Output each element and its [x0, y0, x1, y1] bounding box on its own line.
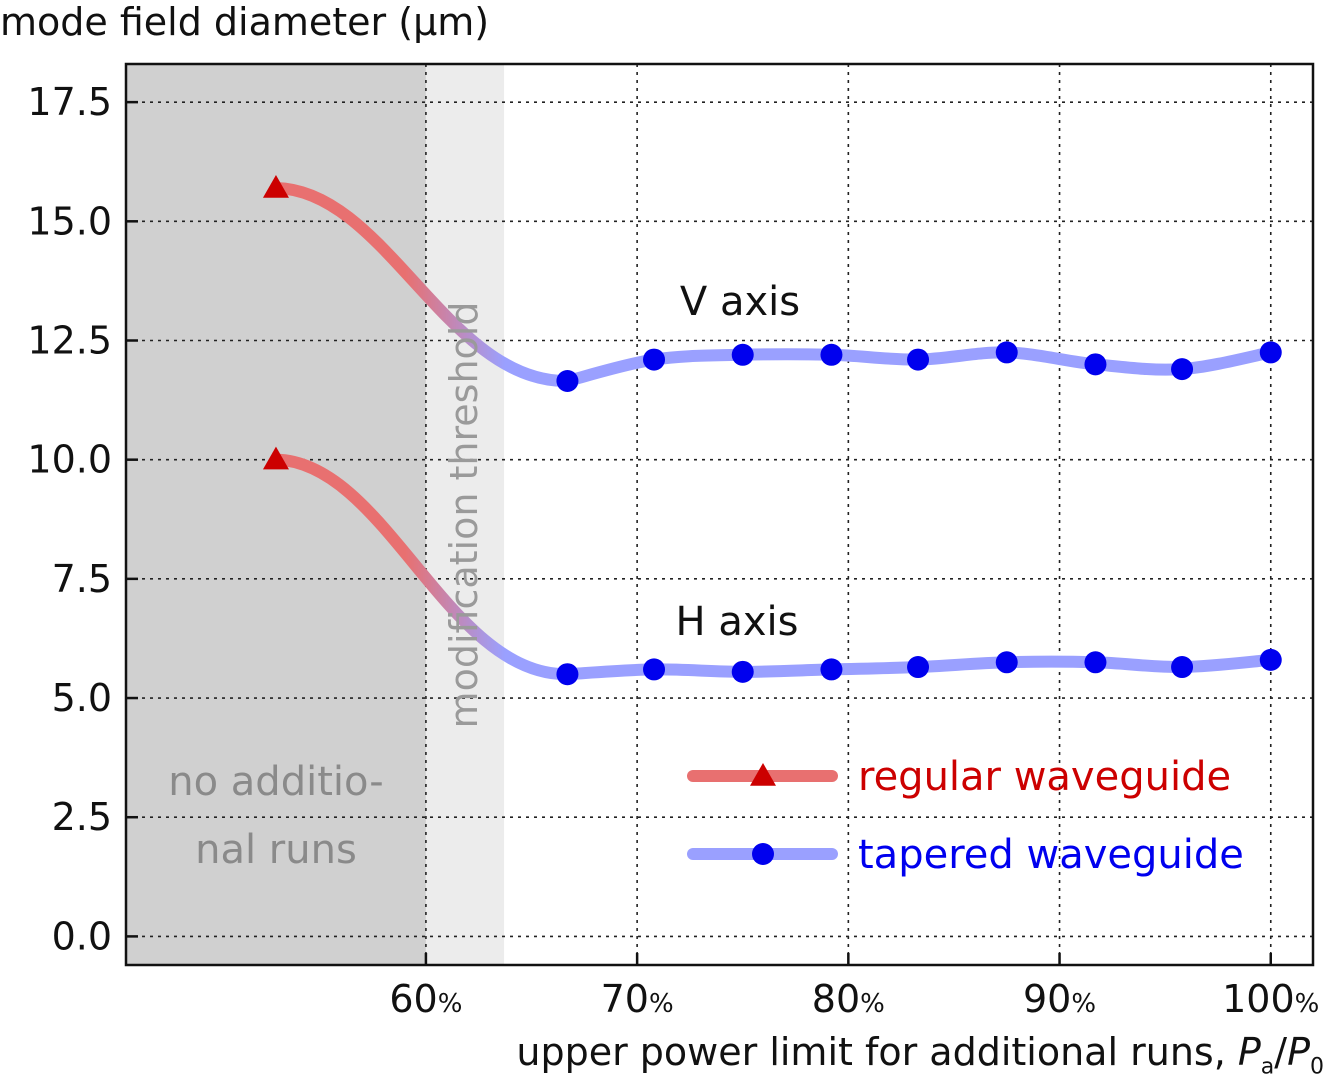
region-label-no-runs-0: no additio- [168, 759, 383, 805]
point-tapered-v-6 [1084, 353, 1107, 376]
x-tick-unit-1: % [649, 989, 674, 1019]
point-tapered-h-4 [907, 656, 930, 679]
point-tapered-h-1 [643, 658, 666, 681]
x-axis-slash: / [1274, 1030, 1288, 1074]
legend-label-0: regular waveguide [858, 754, 1231, 800]
region-threshold [425, 64, 505, 965]
y-tick-label-7: 17.5 [27, 80, 112, 124]
x-tick-label-0: 60% [389, 977, 462, 1021]
x-tick-unit-0: % [438, 989, 463, 1019]
connector-line-h [269, 453, 574, 681]
point-tapered-h-2 [731, 660, 754, 683]
x-axis-title: upper power limit for additional runs, P… [516, 1030, 1324, 1080]
y-tick-label-6: 15.0 [27, 199, 112, 243]
point-tapered-v-0 [556, 370, 579, 393]
point-tapered-h-0 [556, 663, 579, 686]
legend-label-1: tapered waveguide [858, 832, 1244, 878]
point-tapered-h-6 [1084, 651, 1107, 674]
point-tapered-h-8 [1259, 648, 1282, 671]
y-tick-label-4: 10.0 [27, 438, 112, 482]
x-tick-label-1: 70% [601, 977, 674, 1021]
legend-marker-0 [750, 763, 776, 786]
annotation-h-axis: H axis [676, 599, 799, 645]
connector-line-v [269, 181, 574, 388]
legend-marker-1 [752, 843, 774, 865]
x-axis-title-text: upper power limit for additional runs, [516, 1030, 1238, 1074]
point-tapered-v-4 [907, 348, 930, 371]
point-tapered-v-2 [731, 343, 754, 366]
x-tick-label-3: 90% [1023, 977, 1096, 1021]
region-label-no-runs-1: nal runs [195, 827, 357, 873]
point-regular-v [262, 174, 289, 198]
x-tick-unit-4: % [1295, 989, 1320, 1019]
point-tapered-h-7 [1171, 656, 1194, 679]
y-tick-label-0: 0.0 [52, 914, 112, 958]
y-tick-label-3: 7.5 [52, 557, 112, 601]
x-tick-unit-2: % [860, 989, 885, 1019]
annotation-v-axis: V axis [680, 279, 800, 325]
point-tapered-h-3 [820, 658, 843, 681]
point-tapered-v-8 [1259, 341, 1282, 364]
point-tapered-v-5 [995, 341, 1018, 364]
y-tick-label-2: 5.0 [52, 676, 112, 720]
x-axis-symbol-p-a: P [1237, 1030, 1261, 1074]
y-axis-title: mode field diameter (µm) [0, 0, 490, 44]
region-label-threshold: modification threshold [442, 302, 486, 729]
point-tapered-v-7 [1171, 358, 1194, 381]
point-tapered-v-3 [820, 343, 843, 366]
point-regular-h [262, 446, 289, 470]
point-tapered-h-5 [995, 651, 1018, 674]
y-tick-label-1: 2.5 [52, 795, 112, 839]
y-tick-label-5: 12.5 [27, 318, 112, 362]
point-tapered-v-1 [643, 348, 666, 371]
x-axis-symbol-p-0: P [1287, 1030, 1310, 1074]
x-axis-subscript-0: 0 [1310, 1054, 1324, 1080]
x-tick-unit-3: % [1071, 989, 1096, 1019]
x-axis-subscript-a: a [1260, 1054, 1275, 1080]
plot-frame [124, 62, 1315, 967]
x-tick-label-2: 80% [812, 977, 885, 1021]
x-tick-label-4: 100% [1222, 977, 1319, 1021]
